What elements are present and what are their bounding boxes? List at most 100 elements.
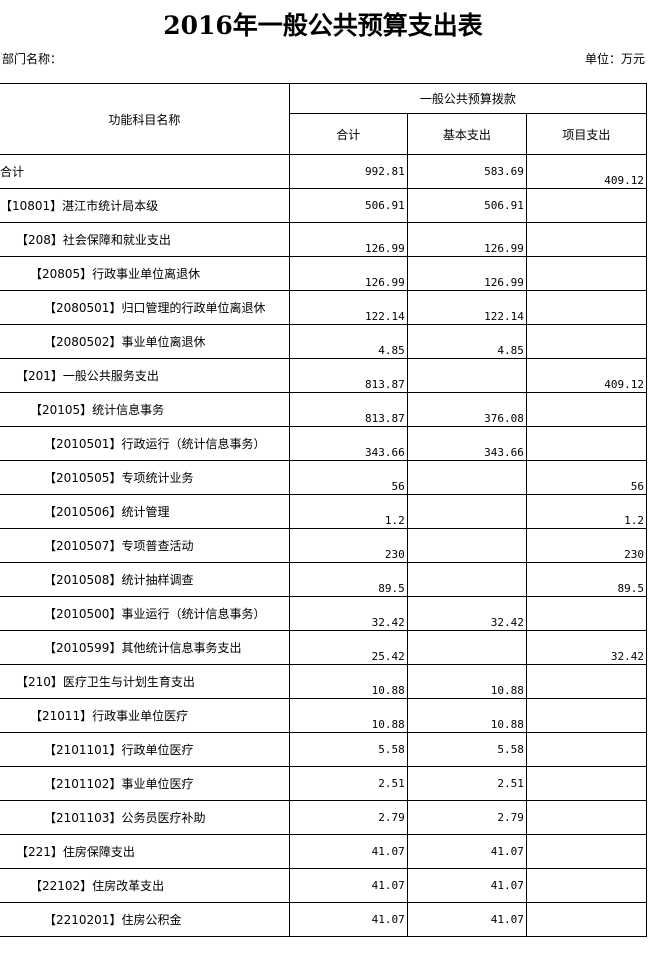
cell-total: 126.99 xyxy=(288,222,408,257)
cell-basic: 41.07 xyxy=(406,868,527,903)
cell-total: 41.07 xyxy=(288,868,408,903)
row-name: 【2010508】统计抽样调查 xyxy=(0,562,290,597)
row-name: 【2101101】行政单位医疗 xyxy=(0,732,290,767)
cell-basic: 343.66 xyxy=(406,426,527,461)
cell-project xyxy=(525,902,648,937)
cell-total: 506.91 xyxy=(288,188,408,223)
table-row: 【2101101】行政单位医疗 5.58 5.58 xyxy=(0,732,648,767)
cell-project xyxy=(525,664,648,699)
row-name: 合计 xyxy=(0,154,290,189)
cell-basic: 126.99 xyxy=(406,222,527,257)
cell-total: 41.07 xyxy=(288,902,408,937)
cell-total: 1.2 xyxy=(288,494,408,529)
row-name: 【2010599】其他统计信息事务支出 xyxy=(0,630,290,665)
cell-total: 32.42 xyxy=(288,596,408,631)
row-name: 【2010501】行政运行（统计信息事务） xyxy=(0,426,290,461)
cell-project xyxy=(525,596,648,631)
cell-basic: 583.69 xyxy=(406,154,527,189)
cell-basic: 2.51 xyxy=(406,766,527,801)
table-row: 【2010599】其他统计信息事务支出 25.42 32.42 xyxy=(0,630,648,665)
cell-basic: 376.08 xyxy=(406,392,527,427)
cell-basic xyxy=(406,630,527,665)
cell-total: 25.42 xyxy=(288,630,408,665)
row-name: 【210】医疗卫生与计划生育支出 xyxy=(0,664,290,699)
cell-total: 5.58 xyxy=(288,732,408,767)
row-name: 【2010506】统计管理 xyxy=(0,494,290,529)
cell-total: 126.99 xyxy=(288,256,408,291)
table-row: 【2080502】事业单位离退休 4.85 4.85 xyxy=(0,324,648,359)
table-body: 合计 992.81 583.69 409.12 【10801】湛江市统计局本级 506.9… xyxy=(0,154,648,937)
row-name: 【2210201】住房公积金 xyxy=(0,902,290,937)
cell-project xyxy=(525,766,648,801)
page-title: 2016年一般公共预算支出表 xyxy=(163,11,483,40)
row-name: 【2101102】事业单位医疗 xyxy=(0,766,290,801)
row-name: 【2010505】专项统计业务 xyxy=(0,460,290,495)
cell-project xyxy=(525,800,648,835)
table-row: 【221】住房保障支出 41.07 41.07 xyxy=(0,834,648,869)
cell-project xyxy=(525,324,648,359)
header-group: 一般公共预算拨款 xyxy=(288,83,648,114)
table-row: 【2010501】行政运行（统计信息事务） 343.66 343.66 xyxy=(0,426,648,461)
table-row: 【22102】住房改革支出 41.07 41.07 xyxy=(0,868,648,903)
cell-basic: 4.85 xyxy=(406,324,527,359)
cell-total: 2.79 xyxy=(288,800,408,835)
header-project: 项目支出 xyxy=(525,113,648,155)
cell-basic xyxy=(406,562,527,597)
cell-project: 230 xyxy=(525,528,648,563)
cell-project: 32.42 xyxy=(525,630,648,665)
department-label: 部门名称： xyxy=(2,52,63,66)
cell-basic xyxy=(406,494,527,529)
header-total: 合计 xyxy=(289,113,408,155)
cell-total: 230 xyxy=(288,528,408,563)
cell-project: 409.12 xyxy=(525,358,648,393)
cell-total: 2.51 xyxy=(288,766,408,801)
cell-project xyxy=(525,868,648,903)
cell-total: 813.87 xyxy=(288,358,408,393)
cell-basic xyxy=(406,528,527,563)
cell-project xyxy=(525,222,648,257)
table-row: 【20805】行政事业单位离退休 126.99 126.99 xyxy=(0,256,648,291)
row-name: 【22102】住房改革支出 xyxy=(0,868,290,903)
table-row: 【2101103】公务员医疗补助 2.79 2.79 xyxy=(0,800,648,835)
table-row: 【2010507】专项普查活动 230 230 xyxy=(0,528,648,563)
table-row: 【2010506】统计管理 1.2 1.2 xyxy=(0,494,648,529)
cell-total: 122.14 xyxy=(288,290,408,325)
header-basic: 基本支出 xyxy=(406,113,527,155)
table-row: 【210】医疗卫生与计划生育支出 10.88 10.88 xyxy=(0,664,648,699)
table-row: 【10801】湛江市统计局本级 506.91 506.91 xyxy=(0,188,648,223)
header-name-column: 功能科目名称 xyxy=(0,83,290,155)
row-name: 【2080502】事业单位离退休 xyxy=(0,324,290,359)
table-row: 【2010508】统计抽样调查 89.5 89.5 xyxy=(0,562,648,597)
row-name: 【20105】统计信息事务 xyxy=(0,392,290,427)
table-row: 【20105】统计信息事务 813.87 376.08 xyxy=(0,392,648,427)
cell-basic: 5.58 xyxy=(406,732,527,767)
cell-basic: 32.42 xyxy=(406,596,527,631)
cell-basic: 10.88 xyxy=(406,698,527,733)
cell-project xyxy=(525,426,648,461)
row-name: 【21011】行政事业单位医疗 xyxy=(0,698,290,733)
cell-total: 41.07 xyxy=(288,834,408,869)
cell-basic: 2.79 xyxy=(406,800,527,835)
table-row: 【201】一般公共服务支出 813.87 409.12 xyxy=(0,358,648,393)
row-name: 【2010507】专项普查活动 xyxy=(0,528,290,563)
cell-project xyxy=(525,698,648,733)
table-row: 【21011】行政事业单位医疗 10.88 10.88 xyxy=(0,698,648,733)
cell-project xyxy=(525,732,648,767)
cell-project: 1.2 xyxy=(525,494,648,529)
cell-basic: 506.91 xyxy=(406,188,527,223)
table-row: 合计 992.81 583.69 409.12 xyxy=(0,154,648,189)
cell-project: 409.12 xyxy=(525,154,648,189)
cell-total: 10.88 xyxy=(288,698,408,733)
cell-project xyxy=(525,188,648,223)
row-name: 【208】社会保障和就业支出 xyxy=(0,222,290,257)
cell-total: 56 xyxy=(288,460,408,495)
cell-total: 992.81 xyxy=(288,154,408,189)
unit-label: 单位：万元 xyxy=(584,52,645,66)
cell-basic xyxy=(406,358,527,393)
table-row: 【2080501】归口管理的行政单位离退休 122.14 122.14 xyxy=(0,290,648,325)
row-name: 【221】住房保障支出 xyxy=(0,834,290,869)
cell-project xyxy=(525,834,648,869)
cell-project: 89.5 xyxy=(525,562,648,597)
budget-table: 功能科目名称 一般公共预算拨款 合计 基本支出 项目支出 合计 992.81 583… xyxy=(0,83,648,937)
cell-total: 813.87 xyxy=(288,392,408,427)
